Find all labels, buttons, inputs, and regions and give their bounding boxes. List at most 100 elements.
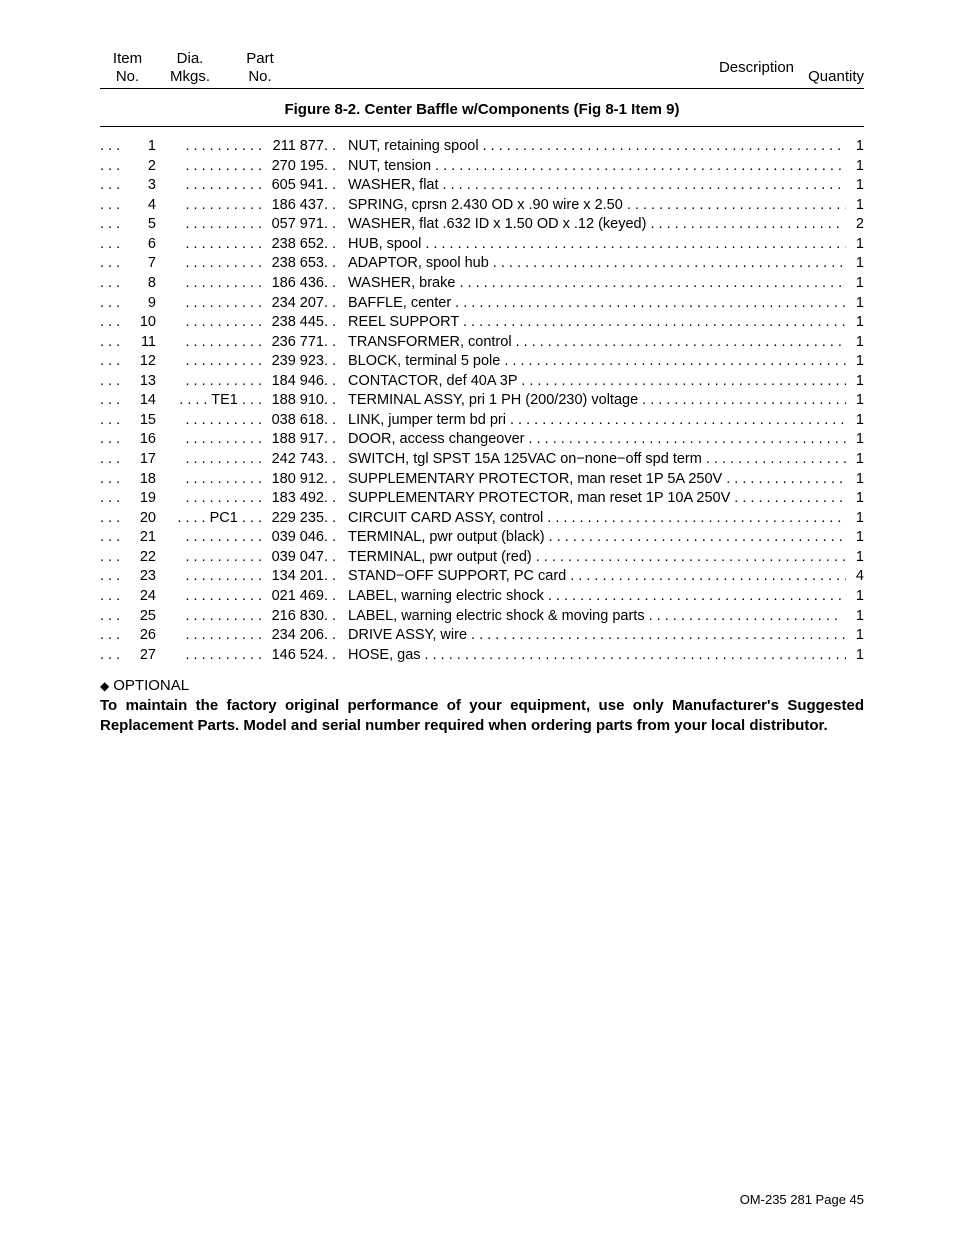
description: HUB, spool . . . . . . . . . . . . . . .… [348, 235, 846, 255]
mid-dots: . . . . . . . . . . [156, 157, 262, 177]
table-row: . . . 4 . . . . . . . . . .186 437 . . S… [100, 196, 864, 216]
quantity: 1 [846, 430, 864, 450]
description: WASHER, brake . . . . . . . . . . . . . … [348, 274, 846, 294]
mid-dots: . . . . . . . . . . [156, 587, 262, 607]
part-no: 211 877 [262, 137, 324, 157]
lead-dots: . . . [100, 489, 128, 509]
mid-dots: . . . . . . . . . . [156, 646, 262, 666]
part-no: 183 492 [262, 489, 324, 509]
mid-dots: . . . . . . . . . . [156, 254, 262, 274]
description: HOSE, gas . . . . . . . . . . . . . . . … [348, 646, 846, 666]
description: LINK, jumper term bd pri . . . . . . . .… [348, 411, 846, 431]
parts-list: . . . 1 . . . . . . . . . .211 877 . . N… [100, 137, 864, 665]
mid-dots: . . . . . . . . . . [156, 450, 262, 470]
post-dots: . . [324, 587, 348, 607]
quantity: 1 [846, 509, 864, 529]
hdr-dia-2: Mkgs. [155, 68, 225, 86]
post-dots: . . [324, 646, 348, 666]
lead-dots: . . . [100, 372, 128, 392]
item-no: 21 [128, 528, 156, 548]
quantity: 1 [846, 294, 864, 314]
mid-dots: . . . . PC1 . . . [156, 509, 262, 529]
description: BAFFLE, center . . . . . . . . . . . . .… [348, 294, 846, 314]
post-dots: . . [324, 489, 348, 509]
mid-dots: . . . . . . . . . . [156, 626, 262, 646]
mid-dots: . . . . . . . . . . [156, 548, 262, 568]
description: BLOCK, terminal 5 pole . . . . . . . . .… [348, 352, 846, 372]
part-no: 270 195 [262, 157, 324, 177]
quantity: 1 [846, 157, 864, 177]
description: STAND−OFF SUPPORT, PC card . . . . . . .… [348, 567, 846, 587]
lead-dots: . . . [100, 157, 128, 177]
description: WASHER, flat . . . . . . . . . . . . . .… [348, 176, 846, 196]
quantity: 1 [846, 470, 864, 490]
quantity: 1 [846, 313, 864, 333]
lead-dots: . . . [100, 254, 128, 274]
table-row: . . . 12 . . . . . . . . . .239 923 . . … [100, 352, 864, 372]
description: NUT, tension . . . . . . . . . . . . . .… [348, 157, 846, 177]
table-row: . . . 23 . . . . . . . . . .134 201 . . … [100, 567, 864, 587]
table-row: . . . 13 . . . . . . . . . .184 946 . . … [100, 372, 864, 392]
lead-dots: . . . [100, 215, 128, 235]
post-dots: . . [324, 176, 348, 196]
item-no: 5 [128, 215, 156, 235]
quantity: 1 [846, 587, 864, 607]
mid-dots: . . . . . . . . . . [156, 196, 262, 216]
part-no: 134 201 [262, 567, 324, 587]
item-no: 11 [128, 333, 156, 353]
description: NUT, retaining spool . . . . . . . . . .… [348, 137, 846, 157]
mid-dots: . . . . . . . . . . [156, 411, 262, 431]
table-row: . . . 11 . . . . . . . . . .236 771 . . … [100, 333, 864, 353]
hdr-item-1: Item [100, 50, 155, 68]
lead-dots: . . . [100, 274, 128, 294]
item-no: 10 [128, 313, 156, 333]
mid-dots: . . . . . . . . . . [156, 235, 262, 255]
post-dots: . . [324, 391, 348, 411]
quantity: 1 [846, 607, 864, 627]
part-no: 605 941 [262, 176, 324, 196]
item-no: 7 [128, 254, 156, 274]
description: TERMINAL, pwr output (black) . . . . . .… [348, 528, 846, 548]
hdr-dia-1: Dia. [155, 50, 225, 68]
part-no: 229 235 [262, 509, 324, 529]
table-row: . . . 8 . . . . . . . . . .186 436 . . W… [100, 274, 864, 294]
description: ADAPTOR, spool hub . . . . . . . . . . .… [348, 254, 846, 274]
table-row: . . . 5 . . . . . . . . . .057 971 . . W… [100, 215, 864, 235]
post-dots: . . [324, 626, 348, 646]
item-no: 9 [128, 294, 156, 314]
mid-dots: . . . . . . . . . . [156, 333, 262, 353]
mid-dots: . . . . . . . . . . [156, 352, 262, 372]
part-no: 239 923 [262, 352, 324, 372]
part-no: 242 743 [262, 450, 324, 470]
quantity: 1 [846, 489, 864, 509]
post-dots: . . [324, 274, 348, 294]
lead-dots: . . . [100, 294, 128, 314]
hdr-part-1: Part [225, 50, 295, 68]
mid-dots: . . . . . . . . . . [156, 470, 262, 490]
description: SPRING, cprsn 2.430 OD x .90 wire x 2.50… [348, 196, 846, 216]
post-dots: . . [324, 567, 348, 587]
description: TERMINAL, pwr output (red) . . . . . . .… [348, 548, 846, 568]
item-no: 16 [128, 430, 156, 450]
mid-dots: . . . . . . . . . . [156, 567, 262, 587]
table-row: . . . 1 . . . . . . . . . .211 877 . . N… [100, 137, 864, 157]
lead-dots: . . . [100, 235, 128, 255]
part-no: 021 469 [262, 587, 324, 607]
lead-dots: . . . [100, 567, 128, 587]
quantity: 4 [846, 567, 864, 587]
post-dots: . . [324, 430, 348, 450]
table-row: . . . 19 . . . . . . . . . .183 492 . . … [100, 489, 864, 509]
part-no: 188 917 [262, 430, 324, 450]
item-no: 27 [128, 646, 156, 666]
part-no: 236 771 [262, 333, 324, 353]
table-row: . . . 3 . . . . . . . . . .605 941 . . W… [100, 176, 864, 196]
lead-dots: . . . [100, 646, 128, 666]
lead-dots: . . . [100, 430, 128, 450]
part-no: 180 912 [262, 470, 324, 490]
part-no: 038 618 [262, 411, 324, 431]
description: DOOR, access changeover . . . . . . . . … [348, 430, 846, 450]
table-row: . . . 25 . . . . . . . . . .216 830 . . … [100, 607, 864, 627]
post-dots: . . [324, 509, 348, 529]
post-dots: . . [324, 528, 348, 548]
item-no: 18 [128, 470, 156, 490]
